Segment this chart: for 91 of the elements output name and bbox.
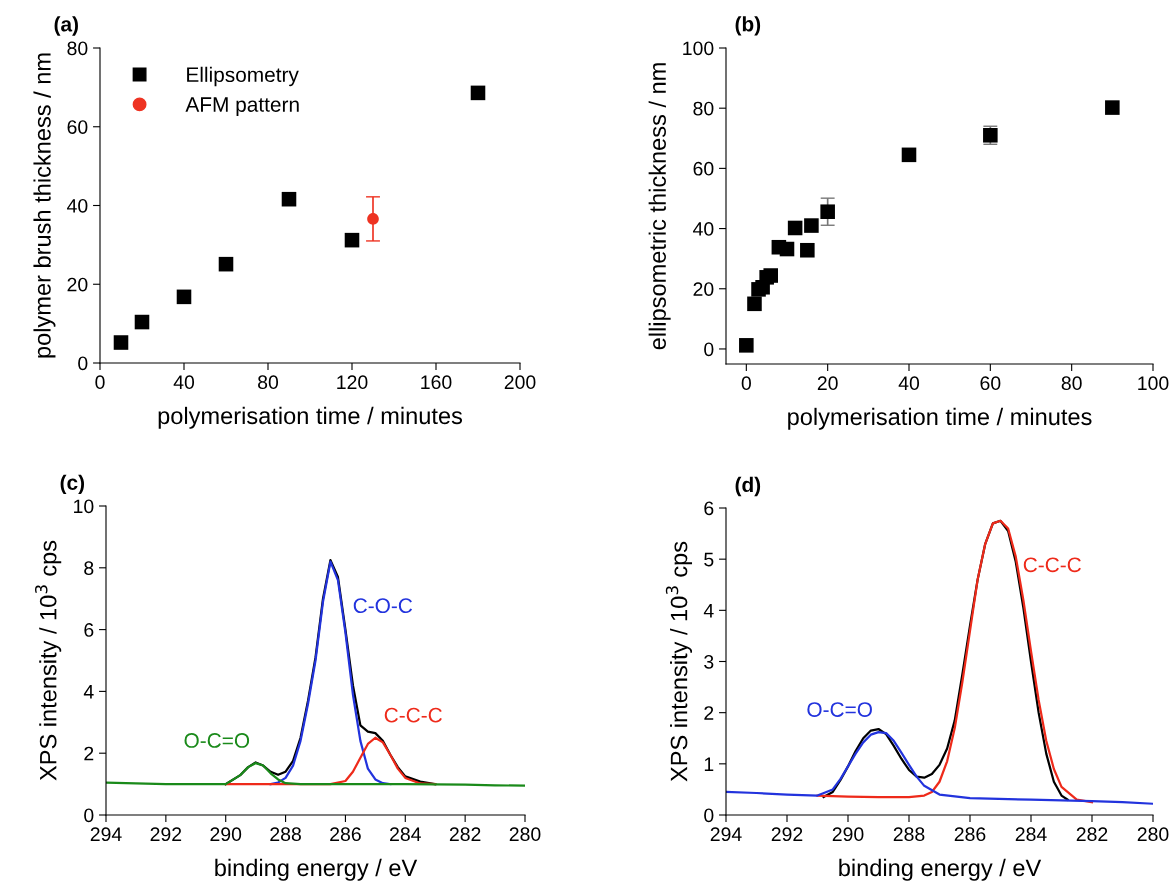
- x-tick-label: 282: [1076, 827, 1108, 842]
- point: [800, 242, 815, 258]
- line-series: [106, 761, 525, 787]
- point: [804, 218, 819, 233]
- x-tick-label: 286: [954, 827, 986, 842]
- y-tick-label: 4: [703, 604, 714, 618]
- y-tick-label: 2: [84, 746, 94, 761]
- x-tick-label: 288: [893, 827, 925, 842]
- point: [344, 232, 360, 248]
- x-tick-label: 294: [90, 827, 122, 842]
- chart-title: (d): [735, 476, 761, 497]
- x-tick-label: 200: [504, 375, 536, 390]
- line-series: [726, 731, 1153, 805]
- y-tick-label: 8: [84, 561, 94, 576]
- series-label: C-C-C: [1023, 557, 1081, 573]
- y-axis-title: polymer brush thickness / nm: [33, 53, 56, 358]
- x-tick-label: 294: [710, 827, 742, 842]
- legend-label: AFM pattern: [185, 97, 299, 117]
- y-tick-label: 1: [704, 757, 714, 771]
- legend-label: Ellipsometry: [187, 66, 299, 87]
- x-tick-label: 292: [771, 827, 803, 842]
- chart-title: (a): [54, 16, 78, 36]
- y-tick-label: 4: [83, 685, 94, 699]
- y-axis-title: XPS intensity / 10$^{3}$ cps: [665, 541, 693, 782]
- x-tick-label: 160: [421, 375, 452, 390]
- x-tick-label: 280: [1137, 827, 1169, 842]
- y-tick-label: 60: [693, 161, 714, 176]
- x-tick-label: 60: [980, 376, 1001, 391]
- point: [218, 256, 234, 272]
- y-tick-label: 10: [74, 499, 94, 514]
- point: [901, 147, 917, 163]
- y-tick-label: 5: [704, 552, 714, 567]
- y-tick-label: 40: [67, 198, 88, 213]
- point: [113, 335, 129, 350]
- x-tick-label: 0: [741, 376, 751, 391]
- x-axis-title: polymerisation time / minutes: [158, 406, 463, 429]
- y-tick-label: 100: [683, 41, 714, 56]
- point: [747, 296, 762, 312]
- point: [281, 191, 297, 207]
- chart-title: (c): [60, 474, 85, 495]
- x-tick-label: 120: [337, 375, 368, 390]
- x-tick-label: 280: [509, 827, 541, 842]
- y-tick-label: 0: [84, 808, 94, 823]
- y-tick-label: 2: [704, 706, 714, 720]
- x-tick-label: 40: [173, 375, 195, 390]
- x-tick-label: 288: [270, 827, 301, 842]
- x-tick-label: 292: [150, 827, 182, 842]
- point: [134, 314, 150, 330]
- y-tick-label: 80: [693, 101, 714, 116]
- point: [820, 204, 835, 219]
- point: [779, 241, 795, 257]
- x-axis-title: binding energy / eV: [839, 858, 1042, 881]
- x-tick-label: 40: [898, 376, 920, 391]
- y-tick-label: 40: [693, 222, 714, 236]
- point: [176, 289, 192, 305]
- y-tick-label: 3: [704, 654, 714, 669]
- x-tick-label: 80: [1061, 376, 1082, 391]
- point: [470, 85, 486, 101]
- y-tick-label: 80: [67, 41, 88, 56]
- y-tick-label: 6: [704, 501, 714, 516]
- point: [787, 220, 803, 236]
- series-label: O-C=O: [184, 733, 250, 748]
- x-tick-label: 80: [258, 375, 279, 390]
- x-tick-label: 286: [330, 827, 361, 842]
- x-tick-label: 100: [1138, 376, 1169, 391]
- point: [763, 268, 779, 283]
- y-tick-label: 0: [704, 342, 714, 357]
- x-tick-label: 284: [390, 827, 421, 842]
- y-axis-title: XPS intensity / 10$^{3}$ cps: [35, 540, 62, 781]
- x-axis-title: binding energy / eV: [215, 858, 418, 881]
- x-tick-label: 284: [1015, 827, 1047, 842]
- point: [739, 338, 754, 353]
- x-tick-label: 290: [210, 827, 242, 842]
- x-tick-label: 282: [449, 827, 481, 842]
- x-tick-label: 20: [817, 376, 838, 391]
- x-tick-label: 0: [95, 375, 105, 390]
- y-axis-title: ellipsometric thickness / nm: [648, 63, 671, 350]
- point: [1105, 100, 1120, 115]
- series-label: C-C-C: [384, 707, 442, 723]
- point: [367, 213, 379, 225]
- y-tick-label: 20: [67, 277, 88, 292]
- y-tick-label: 0: [704, 808, 714, 823]
- x-tick-label: 290: [832, 827, 864, 842]
- series-label: C-O-C: [353, 598, 413, 614]
- y-tick-label: 60: [67, 120, 88, 134]
- y-tick-label: 20: [693, 282, 714, 296]
- series-label: O-C=O: [807, 702, 872, 717]
- y-tick-label: 6: [84, 623, 94, 637]
- chart-title: (b): [735, 16, 761, 36]
- y-tick-label: 0: [78, 356, 88, 371]
- x-axis-title: polymerisation time / minutes: [788, 407, 1092, 430]
